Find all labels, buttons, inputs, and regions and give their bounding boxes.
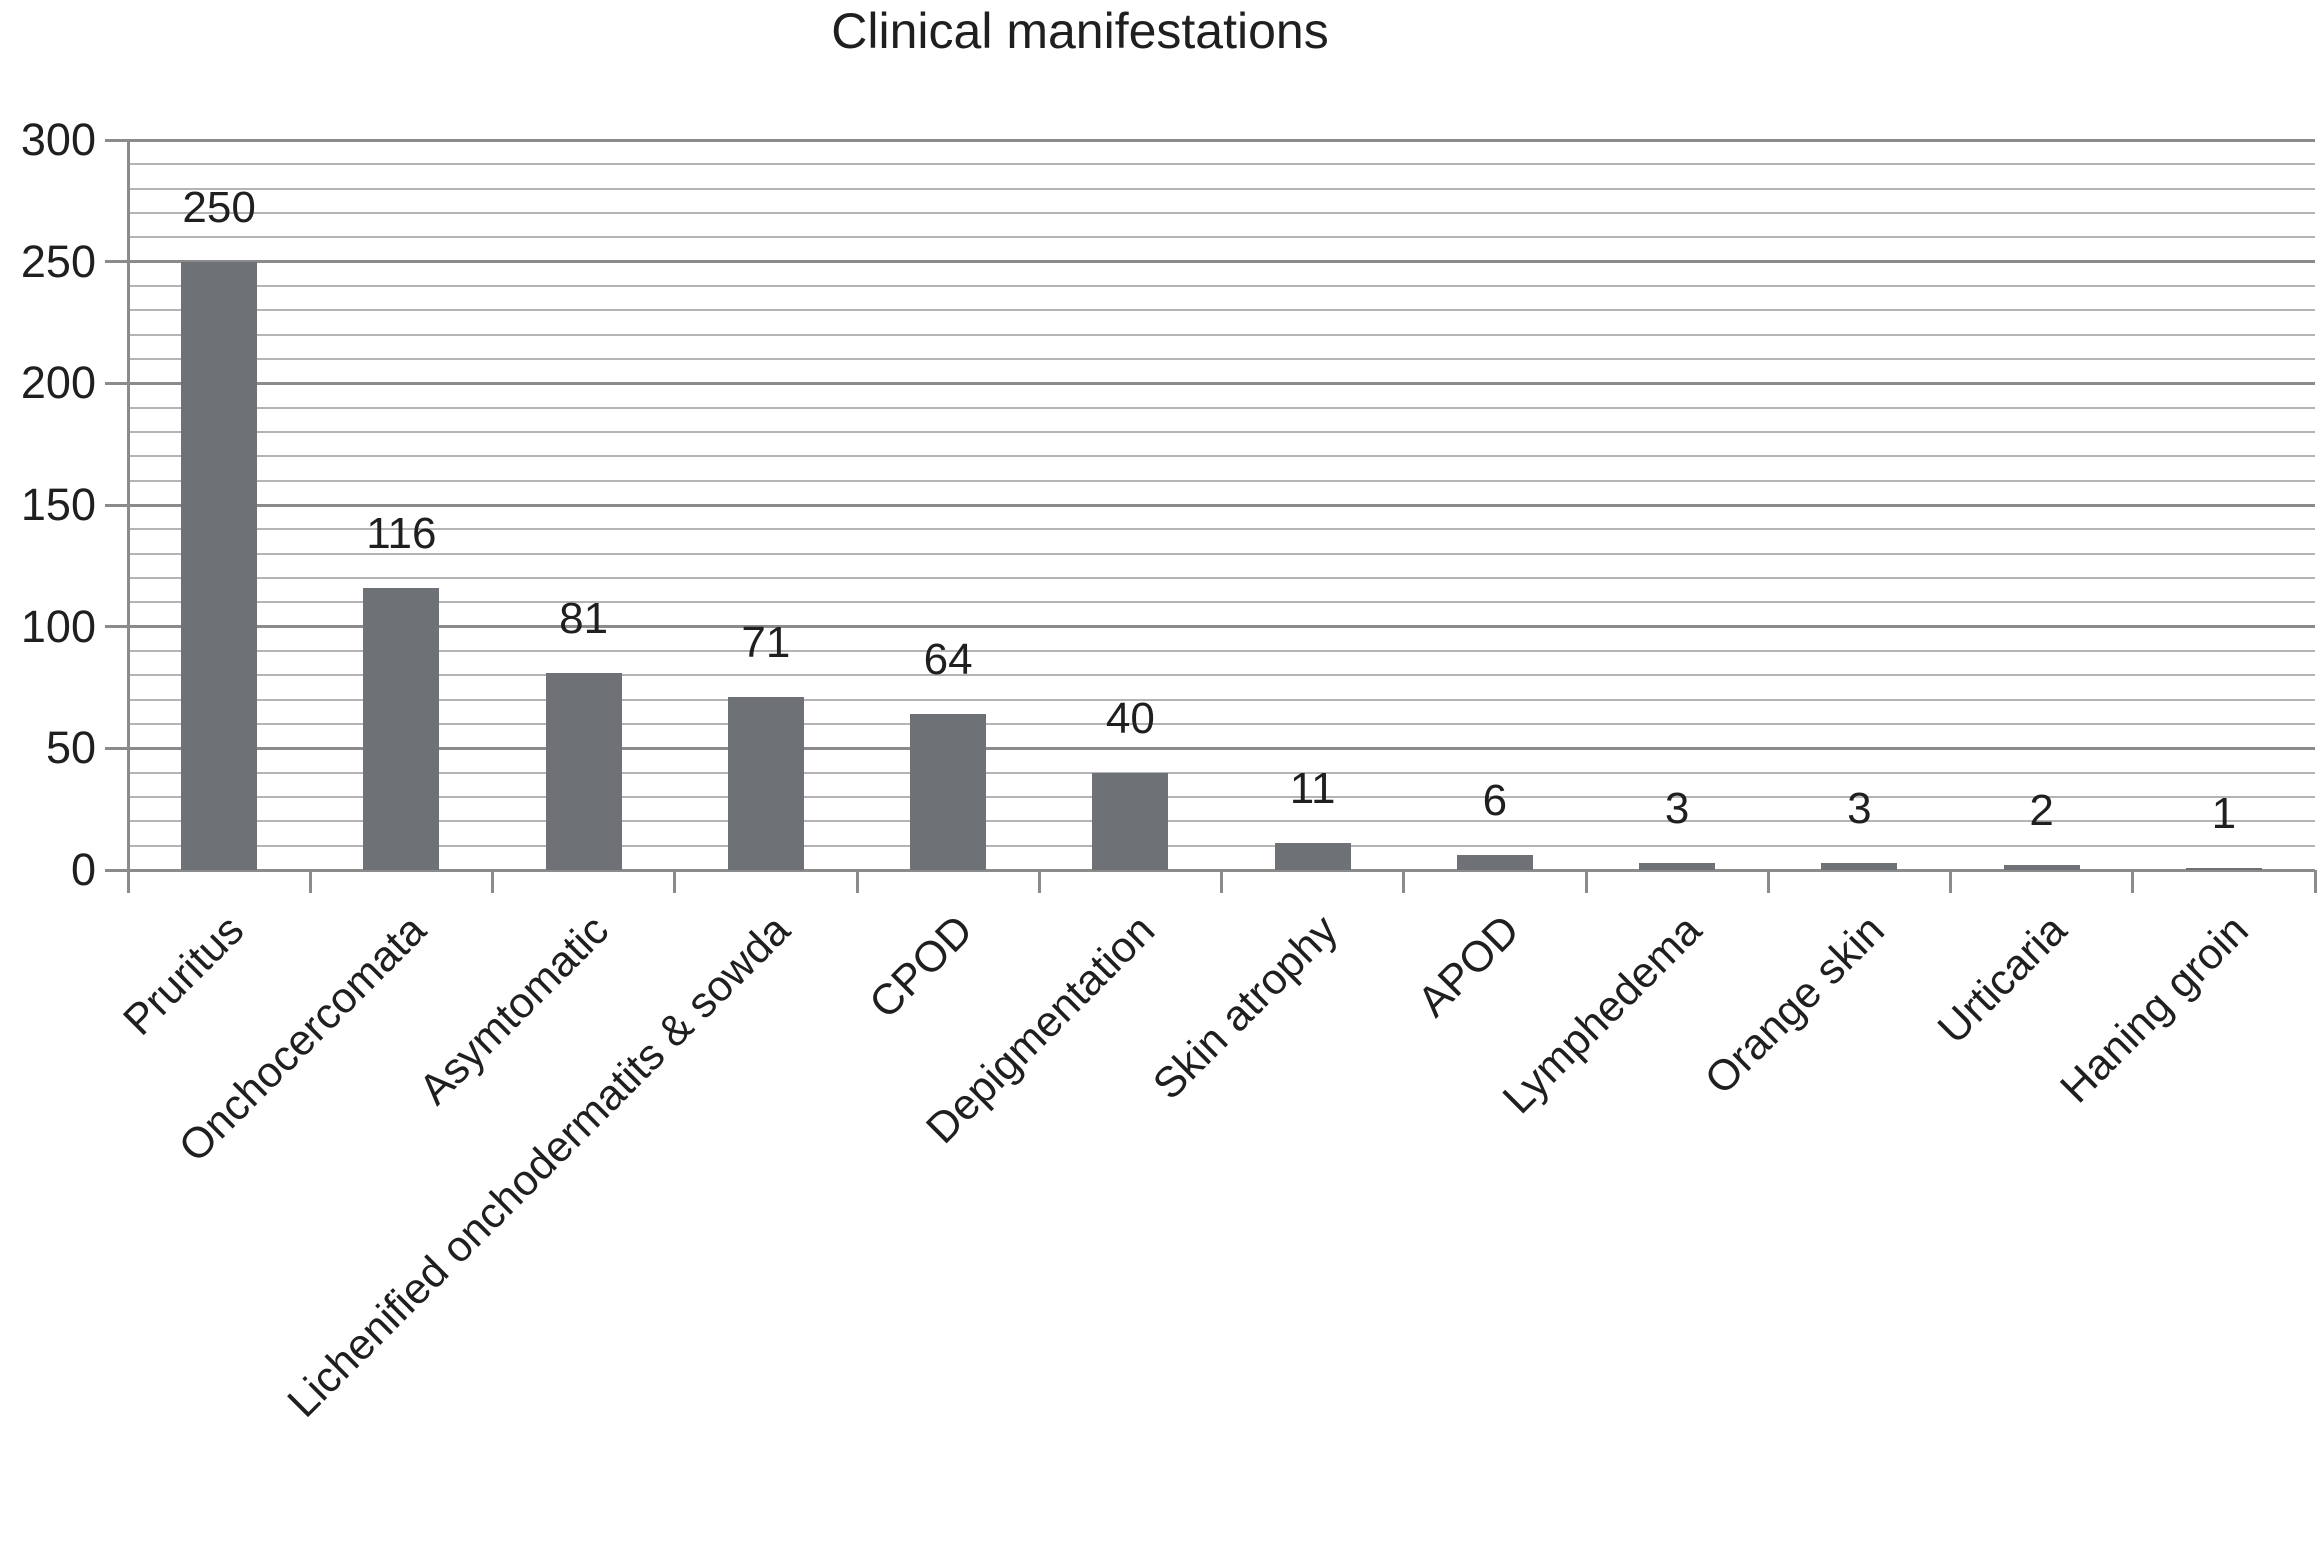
x-axis-tick bbox=[308, 870, 312, 893]
y-axis-tick-label: 100 bbox=[20, 600, 96, 652]
x-axis-line bbox=[105, 868, 2315, 872]
gridline-minor bbox=[128, 187, 2315, 190]
gridline-minor bbox=[128, 406, 2315, 409]
y-axis-tick-label: 50 bbox=[45, 722, 96, 774]
bar bbox=[181, 261, 258, 870]
gridline-minor bbox=[128, 431, 2315, 433]
x-axis-tick bbox=[1220, 870, 1223, 893]
gridline-major bbox=[105, 260, 2315, 264]
gridline-minor bbox=[128, 528, 2315, 531]
x-axis-tick bbox=[2131, 870, 2135, 893]
y-axis-tick-label: 0 bbox=[70, 844, 96, 895]
bar-value-label: 2 bbox=[2029, 786, 2054, 836]
bar-value-label: 1 bbox=[2211, 788, 2237, 838]
gridline-minor bbox=[128, 236, 2315, 239]
x-axis-category-label: Haning groin bbox=[2051, 906, 2258, 1113]
x-axis-category-label: Orange skin bbox=[1695, 906, 1894, 1104]
bar bbox=[2185, 867, 2262, 870]
x-axis-category-label: CPOD bbox=[860, 906, 983, 1028]
gridline-minor bbox=[128, 650, 2315, 652]
bar-value-label: 64 bbox=[923, 635, 973, 685]
y-axis-tick-label: 200 bbox=[20, 357, 96, 409]
x-axis-tick bbox=[673, 870, 677, 893]
y-axis-tick-label: 150 bbox=[20, 479, 96, 530]
x-axis-tick bbox=[1402, 870, 1406, 893]
bar-value-label: 40 bbox=[1105, 693, 1155, 743]
gridline-minor bbox=[128, 771, 2315, 774]
x-axis-tick bbox=[126, 870, 130, 893]
gridline-minor bbox=[128, 820, 2315, 823]
bar bbox=[1092, 772, 1169, 870]
x-axis-tick bbox=[855, 870, 859, 893]
bar bbox=[545, 672, 622, 870]
bar-value-label: 11 bbox=[1289, 764, 1336, 814]
bar bbox=[1274, 843, 1351, 870]
bar bbox=[363, 587, 440, 870]
gridline-minor bbox=[128, 333, 2315, 336]
bar bbox=[727, 697, 804, 870]
bar bbox=[1821, 862, 1898, 870]
gridline-major bbox=[105, 625, 2315, 629]
x-axis-category-label: Skin atrophy bbox=[1143, 906, 1347, 1109]
bar-value-label: 116 bbox=[366, 508, 437, 558]
bar bbox=[910, 714, 987, 870]
bar bbox=[2003, 865, 2080, 870]
x-axis-tick bbox=[1949, 870, 1952, 893]
bar-value-label: 81 bbox=[559, 593, 609, 643]
gridline-minor bbox=[128, 844, 2315, 847]
x-axis-tick bbox=[491, 870, 494, 893]
gridline-minor bbox=[128, 358, 2315, 360]
bar-value-label: 71 bbox=[741, 618, 791, 668]
x-axis-category-label: APOD bbox=[1408, 906, 1529, 1027]
chart-title: Clinical manifestations bbox=[831, 3, 1329, 59]
x-axis-tick bbox=[1037, 870, 1041, 893]
gridline-major bbox=[105, 503, 2315, 507]
gridline-minor bbox=[128, 796, 2315, 798]
bar-value-label: 3 bbox=[1847, 783, 1872, 833]
x-axis-tick bbox=[1584, 870, 1588, 893]
gridline-minor bbox=[128, 309, 2315, 312]
x-axis-tick bbox=[1766, 870, 1770, 893]
y-axis-tick-label: 300 bbox=[20, 114, 96, 165]
gridline-minor bbox=[128, 212, 2315, 214]
bar-value-label: 6 bbox=[1482, 776, 1508, 826]
gridline-minor bbox=[128, 479, 2315, 482]
bar bbox=[1639, 862, 1716, 870]
x-axis-category-label: Urticaria bbox=[1928, 906, 2076, 1054]
gridline-minor bbox=[128, 698, 2315, 701]
x-axis-category-label: Pruritus bbox=[114, 906, 254, 1045]
gridline-minor bbox=[128, 674, 2315, 677]
gridline-major bbox=[105, 381, 2315, 385]
bar-value-label: 250 bbox=[182, 182, 256, 232]
x-axis-tick bbox=[2313, 870, 2317, 893]
gridline-minor bbox=[128, 285, 2315, 287]
bar bbox=[1456, 855, 1533, 870]
y-axis-tick-label: 250 bbox=[20, 235, 96, 287]
gridline-minor bbox=[128, 163, 2315, 166]
bar-value-label: 3 bbox=[1664, 783, 1690, 833]
gridline-minor bbox=[128, 577, 2315, 579]
gridline-major bbox=[105, 746, 2315, 750]
gridline-minor bbox=[128, 552, 2315, 555]
gridline-minor bbox=[128, 723, 2315, 725]
gridline-major bbox=[105, 138, 2315, 142]
gridline-minor bbox=[128, 455, 2315, 458]
gridline-minor bbox=[128, 601, 2315, 604]
y-axis-line bbox=[126, 140, 130, 893]
x-axis-category-label: Asymtomatic bbox=[409, 906, 618, 1114]
